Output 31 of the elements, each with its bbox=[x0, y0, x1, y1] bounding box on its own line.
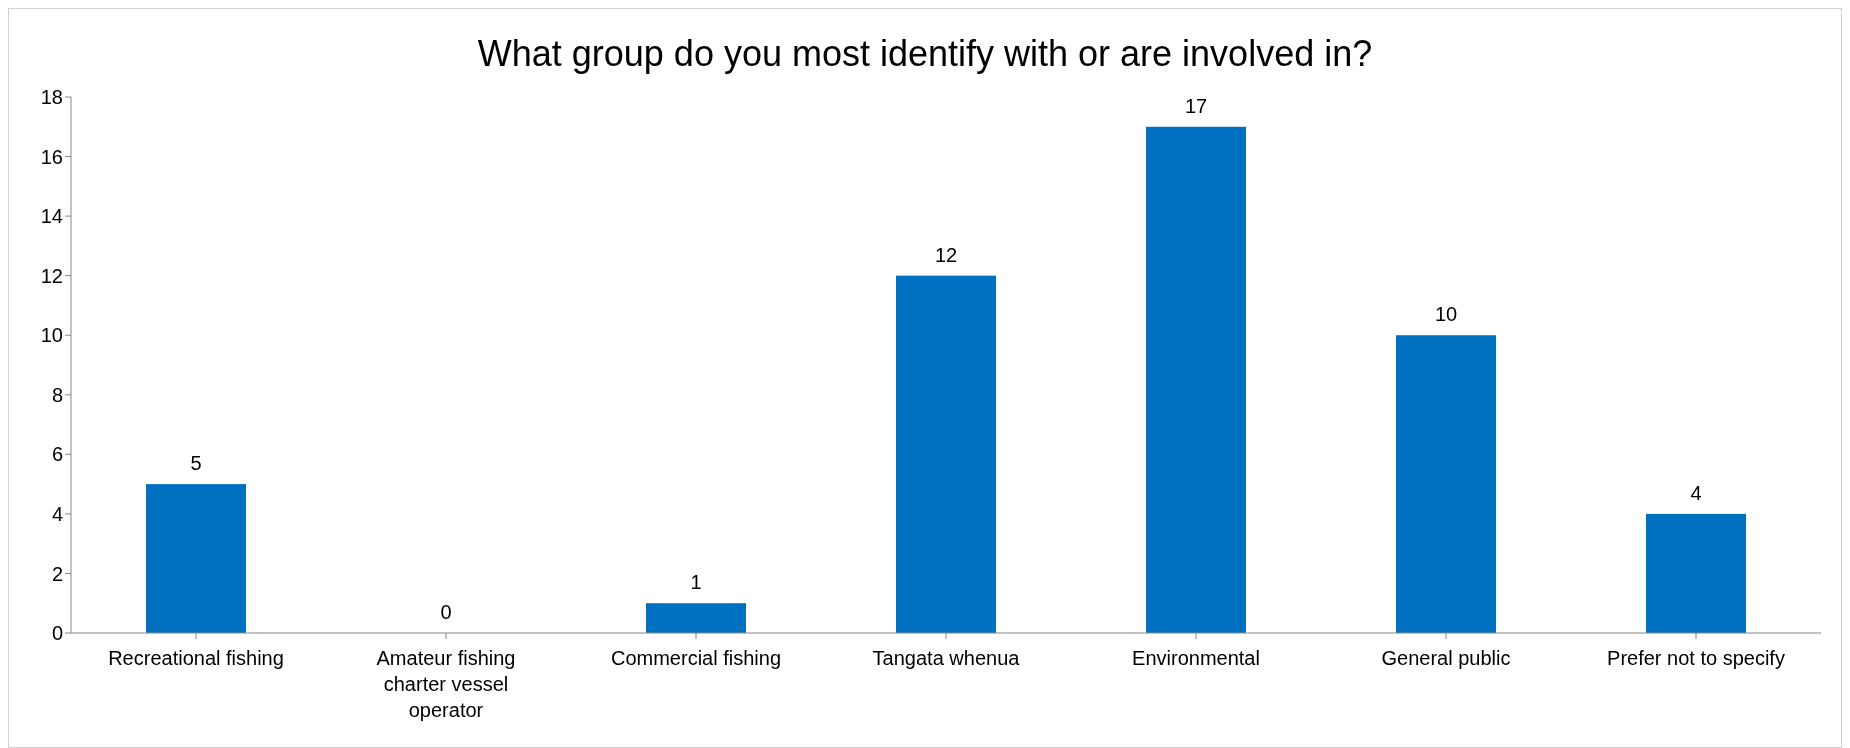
x-tick-label: Recreational fishing bbox=[108, 647, 284, 669]
x-tick-label: Prefer not to specify bbox=[1607, 647, 1785, 669]
y-tick-label: 10 bbox=[40, 324, 63, 347]
data-label: 10 bbox=[1434, 303, 1458, 326]
data-label: 1 bbox=[690, 571, 702, 594]
bar bbox=[646, 603, 746, 633]
data-label: 5 bbox=[190, 452, 202, 475]
x-tick-label: Environmental bbox=[1132, 647, 1260, 669]
x-tick-label: General public bbox=[1381, 647, 1511, 669]
x-tick-label: Tangata whenua bbox=[872, 647, 1021, 669]
bar bbox=[146, 484, 246, 633]
y-tick-label: 18 bbox=[40, 86, 63, 109]
bar bbox=[1146, 126, 1246, 633]
y-tick-label: 2 bbox=[51, 562, 63, 585]
data-label: 4 bbox=[1690, 481, 1702, 504]
y-tick-label: 0 bbox=[51, 622, 63, 645]
bar bbox=[896, 275, 996, 633]
data-label: 0 bbox=[440, 601, 452, 623]
data-label: 12 bbox=[934, 243, 958, 266]
y-tick-label: 8 bbox=[51, 383, 63, 406]
y-tick-label: 4 bbox=[51, 502, 63, 525]
data-label: 17 bbox=[1184, 94, 1208, 117]
y-tick-label: 14 bbox=[40, 205, 63, 228]
y-tick-label: 6 bbox=[51, 443, 63, 466]
y-tick-label: 12 bbox=[40, 264, 63, 287]
x-tick-label: Commercial fishing bbox=[610, 647, 782, 669]
bar bbox=[1646, 513, 1746, 633]
chart-title: What group do you most identify with or are involved in? bbox=[476, 33, 1374, 76]
bar bbox=[1396, 335, 1496, 633]
x-tick-label: Amateur fishing charter vessel operator bbox=[376, 647, 516, 721]
y-tick-label: 16 bbox=[40, 145, 63, 168]
